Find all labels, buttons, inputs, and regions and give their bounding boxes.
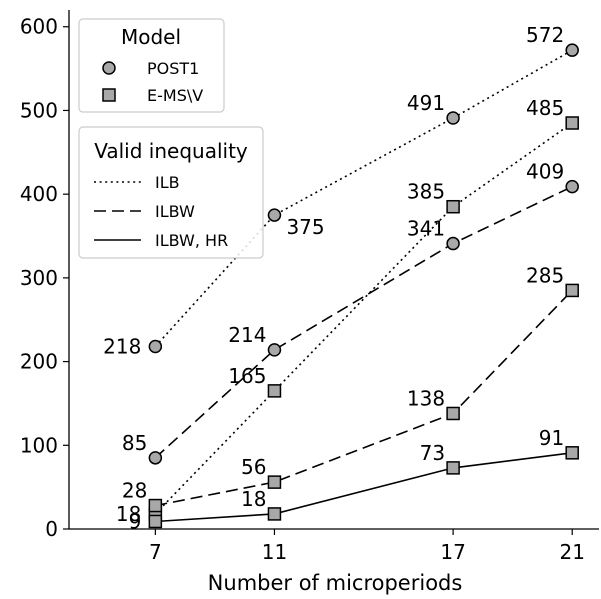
data-point-3-0 bbox=[148, 498, 163, 513]
data-label: 9 bbox=[129, 509, 142, 533]
y-tick-label: 200 bbox=[20, 350, 58, 374]
series-line-1 bbox=[154, 185, 573, 459]
data-label: 409 bbox=[526, 160, 564, 184]
data-label: 218 bbox=[103, 335, 141, 359]
legend-inequality-label: ILBW bbox=[155, 202, 195, 221]
legend-inequality-title: Valid inequality bbox=[94, 139, 248, 163]
data-point-1-2 bbox=[446, 236, 460, 251]
data-label-layer: 218 375 491 572 85 214 341 409 18 165 385 485 28 56 13… bbox=[103, 23, 564, 533]
y-tick-label: 500 bbox=[20, 98, 58, 122]
x-axis-label: Number of microperiods bbox=[208, 571, 463, 595]
y-tick-label: 300 bbox=[20, 266, 58, 290]
series-layer bbox=[154, 49, 573, 523]
data-point-1-3 bbox=[565, 179, 579, 194]
y-tick-label: 400 bbox=[20, 182, 58, 206]
data-label: 385 bbox=[407, 180, 445, 204]
data-point-4-1 bbox=[267, 507, 282, 521]
data-point-3-3 bbox=[565, 283, 579, 298]
y-tick-label: 0 bbox=[45, 517, 58, 541]
marker-layer bbox=[148, 43, 579, 529]
data-label: 491 bbox=[407, 91, 445, 115]
data-label: 375 bbox=[286, 215, 324, 239]
data-point-0-1 bbox=[267, 208, 282, 222]
legend-inequality-label: ILB bbox=[155, 173, 180, 192]
y-tick-label: 600 bbox=[20, 15, 58, 39]
legend-marker-square bbox=[102, 88, 116, 102]
series-line-0 bbox=[154, 49, 573, 348]
data-label: 56 bbox=[241, 455, 266, 479]
data-point-1-1 bbox=[267, 343, 282, 357]
data-label: 138 bbox=[407, 386, 445, 410]
series-line-3 bbox=[155, 289, 573, 507]
data-label: 572 bbox=[526, 23, 564, 47]
data-point-2-2 bbox=[446, 199, 460, 214]
data-point-4-0 bbox=[148, 514, 163, 529]
data-label: 85 bbox=[122, 431, 147, 455]
x-tick-label: 21 bbox=[559, 540, 584, 564]
x-tick-label: 11 bbox=[262, 540, 287, 564]
data-label: 18 bbox=[241, 487, 266, 511]
legend-model-label: POST1 bbox=[147, 59, 199, 78]
legend-layer: Model POST1 E-MS\V Valid inequality ILB ILBW I… bbox=[78, 18, 264, 259]
data-label: 73 bbox=[420, 441, 445, 465]
data-point-2-1 bbox=[267, 384, 282, 398]
data-label: 285 bbox=[526, 263, 564, 287]
series-line-4 bbox=[155, 452, 573, 523]
x-tick-label: 17 bbox=[440, 540, 465, 564]
data-label: 91 bbox=[539, 426, 564, 450]
legend-marker-circle bbox=[102, 61, 116, 75]
data-label: 165 bbox=[228, 364, 266, 388]
legend-model-label: E-MS\V bbox=[147, 86, 203, 105]
data-label: 485 bbox=[526, 96, 564, 120]
data-label: 18 bbox=[116, 502, 141, 526]
data-point-3-2 bbox=[446, 406, 460, 421]
data-point-2-3 bbox=[565, 116, 579, 130]
data-point-1-0 bbox=[148, 451, 163, 465]
x-tick-label: 7 bbox=[149, 540, 162, 564]
axes: 0 100 200 300 400 500 600 7 11 17 21 bbox=[20, 10, 599, 564]
data-label: 341 bbox=[407, 217, 445, 241]
legend-inequality-label: ILBW, HR bbox=[155, 231, 228, 250]
data-label: 214 bbox=[228, 323, 266, 347]
series-line-2 bbox=[154, 122, 573, 515]
data-point-4-3 bbox=[565, 446, 579, 460]
legend-inequality bbox=[78, 126, 264, 259]
data-point-0-0 bbox=[148, 339, 163, 354]
legend-model-title: Model bbox=[121, 25, 181, 49]
data-label: 28 bbox=[122, 479, 147, 503]
y-tick-label: 100 bbox=[20, 433, 58, 457]
data-point-3-1 bbox=[267, 475, 282, 489]
data-point-4-2 bbox=[446, 461, 460, 475]
data-point-0-2 bbox=[446, 111, 460, 125]
data-point-0-3 bbox=[565, 43, 579, 57]
